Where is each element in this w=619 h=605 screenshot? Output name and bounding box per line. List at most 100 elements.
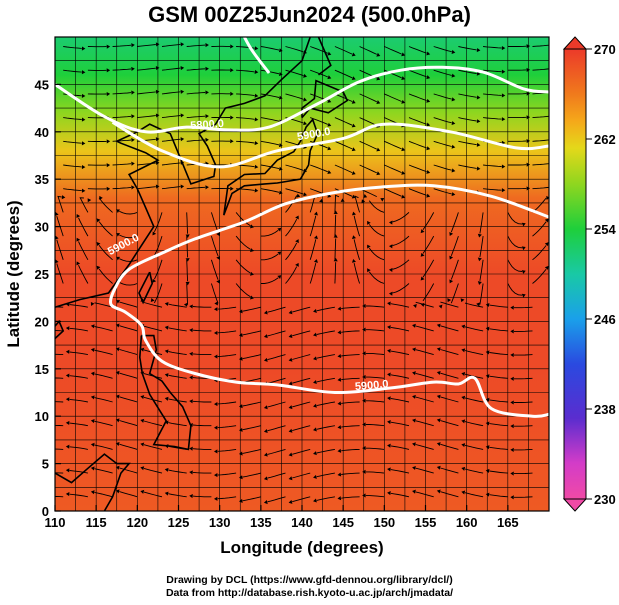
streamline-arrow	[230, 91, 234, 96]
streamline	[267, 377, 286, 384]
streamline-arrow	[351, 99, 356, 104]
streamline-arrow	[81, 164, 86, 170]
coastline	[317, 37, 332, 76]
streamline	[78, 217, 89, 237]
contour-label: 5900.0	[354, 378, 389, 393]
streamline-arrow	[254, 69, 259, 75]
streamline-arrow	[510, 305, 514, 310]
streamline	[415, 301, 434, 308]
streamline	[192, 353, 212, 356]
streamline-arrow	[401, 99, 406, 104]
streamline	[365, 471, 385, 474]
streamline	[267, 472, 286, 479]
streamline	[69, 351, 88, 356]
streamline	[514, 377, 533, 380]
streamline	[433, 46, 452, 53]
streamline-arrow	[106, 186, 111, 191]
streamline-arrow	[140, 466, 145, 471]
streamline-arrow	[81, 46, 86, 51]
streamline-arrow	[230, 139, 234, 144]
streamline	[532, 163, 549, 166]
streamline	[119, 372, 138, 379]
streamline-arrow	[185, 281, 190, 286]
streamline	[390, 492, 410, 498]
streamline	[161, 162, 181, 166]
streamline	[334, 69, 353, 79]
streamline-arrow	[327, 51, 332, 56]
streamline-arrow	[90, 419, 95, 424]
streamline	[242, 306, 261, 312]
streamline-arrow	[263, 405, 268, 410]
streamline	[63, 188, 82, 192]
streamline	[161, 67, 181, 71]
streamline-arrow	[451, 73, 456, 78]
streamline-arrow	[485, 468, 490, 473]
streamline	[242, 448, 261, 454]
colorbar-min-arrow	[562, 498, 588, 512]
streamline-arrow	[90, 302, 95, 306]
streamline-arrow	[337, 448, 342, 453]
streamline	[354, 195, 361, 213]
streamline-arrow	[485, 302, 490, 308]
y-tick-label: 45	[35, 77, 49, 92]
streamline-arrow	[477, 281, 482, 285]
streamline	[483, 164, 502, 167]
streamline	[392, 212, 410, 223]
streamline-arrow	[238, 309, 243, 314]
streamline-arrow	[278, 190, 283, 195]
streamline	[341, 377, 360, 381]
streamline-arrow	[140, 442, 145, 447]
streamline-arrow	[436, 370, 441, 375]
streamline	[489, 328, 508, 332]
streamline	[483, 188, 502, 191]
streamline	[489, 375, 508, 379]
streamline-arrow	[485, 492, 490, 497]
streamline-arrow	[551, 138, 555, 142]
streamline-arrow	[521, 222, 526, 227]
coastline	[223, 117, 319, 216]
streamline-arrow	[510, 447, 514, 452]
streamline-arrow	[180, 66, 185, 71]
streamline-arrow	[420, 276, 425, 281]
streamline-arrow	[106, 68, 111, 73]
x-tick-label: 140	[291, 515, 313, 530]
streamline-arrow	[238, 404, 243, 409]
streamline-arrow	[313, 427, 317, 432]
streamline-arrow	[90, 371, 95, 376]
streamline	[168, 303, 187, 308]
streamline	[242, 330, 261, 336]
streamline-arrow	[546, 195, 549, 201]
streamline-arrow	[426, 146, 431, 151]
contour-line-5900	[109, 183, 549, 418]
streamline	[489, 470, 508, 474]
streamline	[192, 424, 212, 427]
streamline	[514, 425, 533, 427]
streamline-arrow	[140, 347, 145, 352]
streamline	[365, 495, 385, 498]
streamline-arrow	[205, 137, 209, 142]
streamline	[422, 259, 435, 278]
streamline	[137, 186, 156, 190]
streamline-arrow	[387, 301, 391, 306]
streamline-arrow	[510, 471, 514, 476]
x-tick-label: 135	[250, 515, 272, 530]
streamline-arrow	[521, 270, 526, 274]
coastline	[138, 334, 192, 451]
streamline-arrow	[55, 259, 59, 264]
streamline-arrow	[387, 325, 391, 330]
streamline	[168, 493, 187, 498]
streamline-arrow	[277, 275, 282, 279]
streamline	[217, 472, 237, 476]
streamline-arrow	[461, 443, 466, 448]
streamline	[63, 164, 82, 168]
streamline-arrow	[420, 252, 425, 257]
streamline	[153, 212, 163, 232]
streamline-arrow	[230, 44, 234, 49]
streamline	[415, 491, 434, 498]
streamline-arrow	[510, 329, 514, 334]
streamline	[514, 448, 533, 451]
streamline	[514, 330, 533, 332]
streamline	[267, 306, 286, 313]
streamline-arrow	[544, 265, 549, 270]
